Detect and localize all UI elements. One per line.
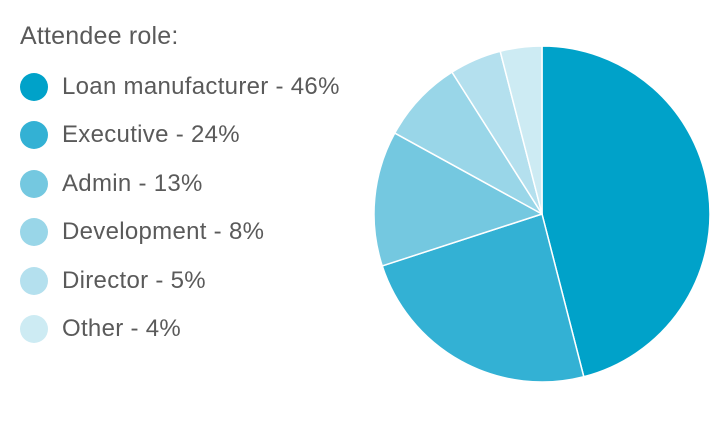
pie-chart: [373, 45, 711, 383]
chart-title: Attendee role:: [20, 22, 179, 50]
legend-label-other: Other - 4%: [62, 314, 182, 342]
legend-label-admin: Admin - 13%: [62, 169, 203, 197]
legend-item-other: Other - 4%: [20, 313, 340, 345]
legend-swatch-executive: [20, 121, 48, 150]
legend-item-admin: Admin - 13%: [20, 168, 340, 200]
legend-label-development: Development - 8%: [62, 218, 265, 246]
legend-item-loan-manufacturer: Loan manufacturer - 46%: [20, 71, 340, 103]
legend-swatch-other: [20, 314, 48, 343]
legend-swatch-director: [20, 266, 48, 295]
legend-swatch-development: [20, 218, 48, 247]
legend-item-executive: Executive - 24%: [20, 119, 340, 151]
legend-swatch-admin: [20, 169, 48, 198]
legend: Loan manufacturer - 46% Executive - 24% …: [20, 71, 340, 361]
pie-slice-other: [499, 45, 543, 215]
legend-label-executive: Executive - 24%: [62, 121, 240, 149]
legend-item-director: Director - 5%: [20, 265, 340, 297]
pie-slice-executive: [381, 213, 585, 383]
pie-slice-loan-manufacturer: [541, 45, 711, 378]
pie-slice-admin: [373, 132, 543, 267]
legend-label-director: Director - 5%: [62, 266, 206, 294]
legend-swatch-loan-manufacturer: [20, 73, 48, 101]
legend-item-development: Development - 8%: [20, 216, 340, 248]
legend-label-loan-manufacturer: Loan manufacturer - 46%: [62, 73, 340, 100]
